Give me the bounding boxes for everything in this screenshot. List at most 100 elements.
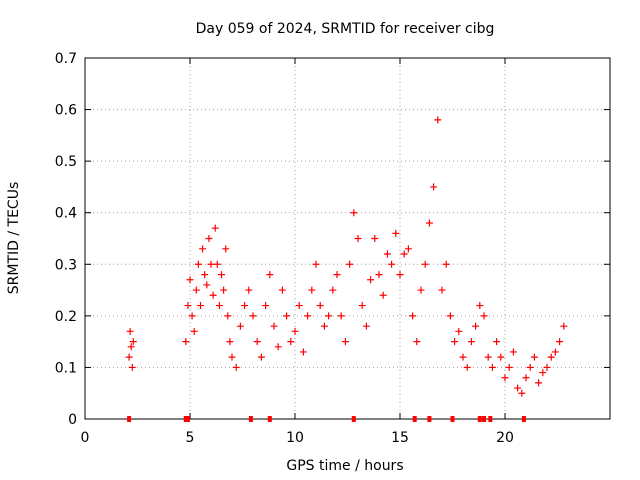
data-point — [126, 327, 134, 335]
data-point — [404, 245, 412, 253]
data-point — [476, 302, 484, 310]
data-point — [522, 374, 530, 382]
baseline-mark — [412, 416, 417, 422]
data-point — [270, 322, 278, 330]
baseline-mark — [127, 416, 132, 422]
baseline-mark — [267, 416, 272, 422]
y-tick-label: 0.1 — [55, 360, 77, 376]
data-point — [211, 224, 219, 232]
data-point — [337, 312, 345, 320]
data-point — [484, 353, 492, 361]
data-point — [434, 116, 442, 124]
baseline-mark — [185, 416, 190, 422]
x-tick-label: 20 — [496, 430, 514, 446]
data-point — [560, 322, 568, 330]
data-point — [400, 250, 408, 258]
y-tick-label: 0 — [68, 412, 77, 428]
data-point — [358, 302, 366, 310]
data-point — [224, 312, 232, 320]
data-point — [278, 286, 286, 294]
data-point — [526, 363, 534, 371]
data-point — [556, 338, 564, 346]
data-point — [497, 353, 505, 361]
data-point — [199, 245, 207, 253]
data-point — [329, 286, 337, 294]
baseline-mark — [351, 416, 356, 422]
data-point — [442, 260, 450, 268]
data-point — [333, 271, 341, 279]
data-point — [220, 286, 228, 294]
baseline-mark — [248, 416, 253, 422]
data-point — [241, 302, 249, 310]
data-point — [184, 302, 192, 310]
data-point — [350, 209, 358, 217]
data-point — [518, 389, 526, 397]
data-point — [304, 312, 312, 320]
data-point — [207, 260, 215, 268]
data-point — [197, 302, 204, 310]
baseline-marks — [127, 416, 526, 422]
data-point — [291, 327, 299, 335]
data-point — [308, 286, 316, 294]
data-point — [274, 343, 282, 351]
grid — [85, 58, 610, 419]
data-point — [501, 374, 509, 382]
data-point — [388, 260, 396, 268]
ticks: 0 0.1 0.2 0.3 0.4 0.5 0.6 0.7 0 5 10 15 20 — [55, 51, 610, 446]
data-point — [459, 353, 467, 361]
data-point — [530, 353, 538, 361]
data-point — [438, 286, 446, 294]
data-point — [218, 271, 225, 279]
data-point — [245, 286, 253, 294]
data-point — [222, 245, 230, 253]
data-point — [128, 363, 136, 371]
axes — [84, 57, 611, 420]
data-point — [125, 353, 133, 361]
y-tick-label: 0.4 — [55, 206, 77, 222]
data-point — [295, 302, 303, 310]
plot-frame — [84, 57, 611, 420]
baseline-mark — [521, 416, 526, 422]
data-point — [493, 338, 501, 346]
data-point — [228, 353, 236, 361]
data-point — [325, 312, 333, 320]
x-tick-label: 15 — [391, 430, 409, 446]
baseline-mark — [427, 416, 432, 422]
y-tick-label: 0.7 — [55, 51, 77, 67]
data-point — [257, 353, 265, 361]
x-axis-label: GPS time / hours — [286, 458, 403, 474]
data-point — [547, 353, 555, 361]
x-tick-label: 0 — [81, 430, 90, 446]
data-point — [505, 363, 513, 371]
y-tick-label: 0.5 — [55, 154, 77, 170]
baseline-mark — [477, 416, 482, 422]
data-point — [341, 338, 349, 346]
data-point — [379, 291, 387, 299]
baseline-mark — [450, 416, 455, 422]
data-point — [539, 369, 547, 377]
data-point — [127, 343, 135, 351]
data-point — [129, 338, 137, 346]
baseline-mark — [488, 416, 493, 422]
data-point — [192, 286, 200, 294]
data-point — [253, 338, 261, 346]
y-axis-label: SRMTID / TECUs — [6, 182, 22, 295]
data-point — [509, 348, 517, 356]
chart-title: Day 059 of 2024, SRMTID for receiver cib… — [196, 21, 495, 37]
y-tick-label: 0.6 — [55, 103, 77, 119]
data-point — [201, 271, 209, 279]
data-point — [188, 312, 196, 320]
data-point — [232, 363, 240, 371]
data-points — [125, 116, 568, 397]
data-point — [203, 281, 211, 289]
data-point — [551, 348, 559, 356]
data-point — [451, 338, 459, 346]
data-point — [455, 327, 463, 335]
x-tick-label: 5 — [186, 430, 195, 446]
data-point — [446, 312, 454, 320]
data-point — [488, 363, 496, 371]
data-point — [316, 302, 324, 310]
data-point — [472, 322, 480, 330]
y-tick-label: 0.2 — [55, 309, 77, 325]
